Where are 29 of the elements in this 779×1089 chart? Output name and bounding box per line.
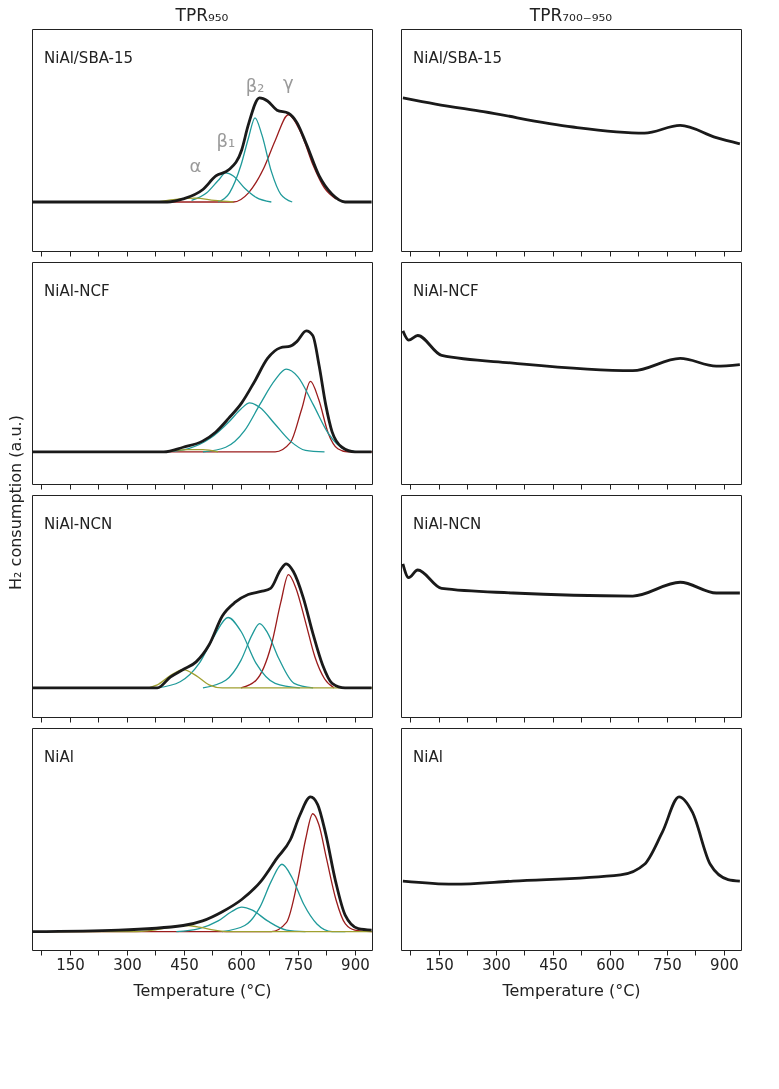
annotation: α [189, 155, 202, 177]
x-tick-label: 300 [113, 955, 142, 974]
annotation: β₂ [245, 74, 265, 96]
x-tick-label: 300 [482, 955, 511, 974]
x-tick-label: 600 [596, 955, 625, 974]
x-tick-label: 150 [56, 955, 85, 974]
text: NiAl/SBA-15 [44, 49, 134, 67]
text: NiAl-NCF [413, 282, 479, 300]
x-tick-label: 600 [227, 955, 256, 974]
x-tick-label: 900 [710, 955, 739, 974]
text: NiAl-NCF [44, 282, 110, 300]
x-tick-label: 450 [170, 955, 199, 974]
annotation: γ [283, 71, 295, 93]
x-tick-label: 150 [425, 955, 454, 974]
text: NiAl [44, 748, 74, 766]
y-axis-title: H₂ consumption (a.u.) [6, 415, 26, 590]
chart-title: TPR₇₀₀₋₉₅₀ [528, 5, 613, 25]
x-axis-title: Temperature (°C) [501, 980, 641, 1000]
x-tick-label: 750 [284, 955, 313, 974]
text: NiAl-NCN [413, 515, 482, 533]
x-axis-title: Temperature (°C) [132, 980, 272, 1000]
text: NiAl/SBA-15 [413, 49, 503, 67]
x-tick-label: 900 [341, 955, 370, 974]
x-tick-label: 750 [653, 955, 682, 974]
chart-title: TPR₉₅₀ [174, 5, 229, 25]
annotation: β₁ [216, 129, 236, 151]
text: NiAl-NCN [44, 515, 113, 533]
text: NiAl [413, 748, 443, 766]
x-tick-label: 450 [539, 955, 568, 974]
